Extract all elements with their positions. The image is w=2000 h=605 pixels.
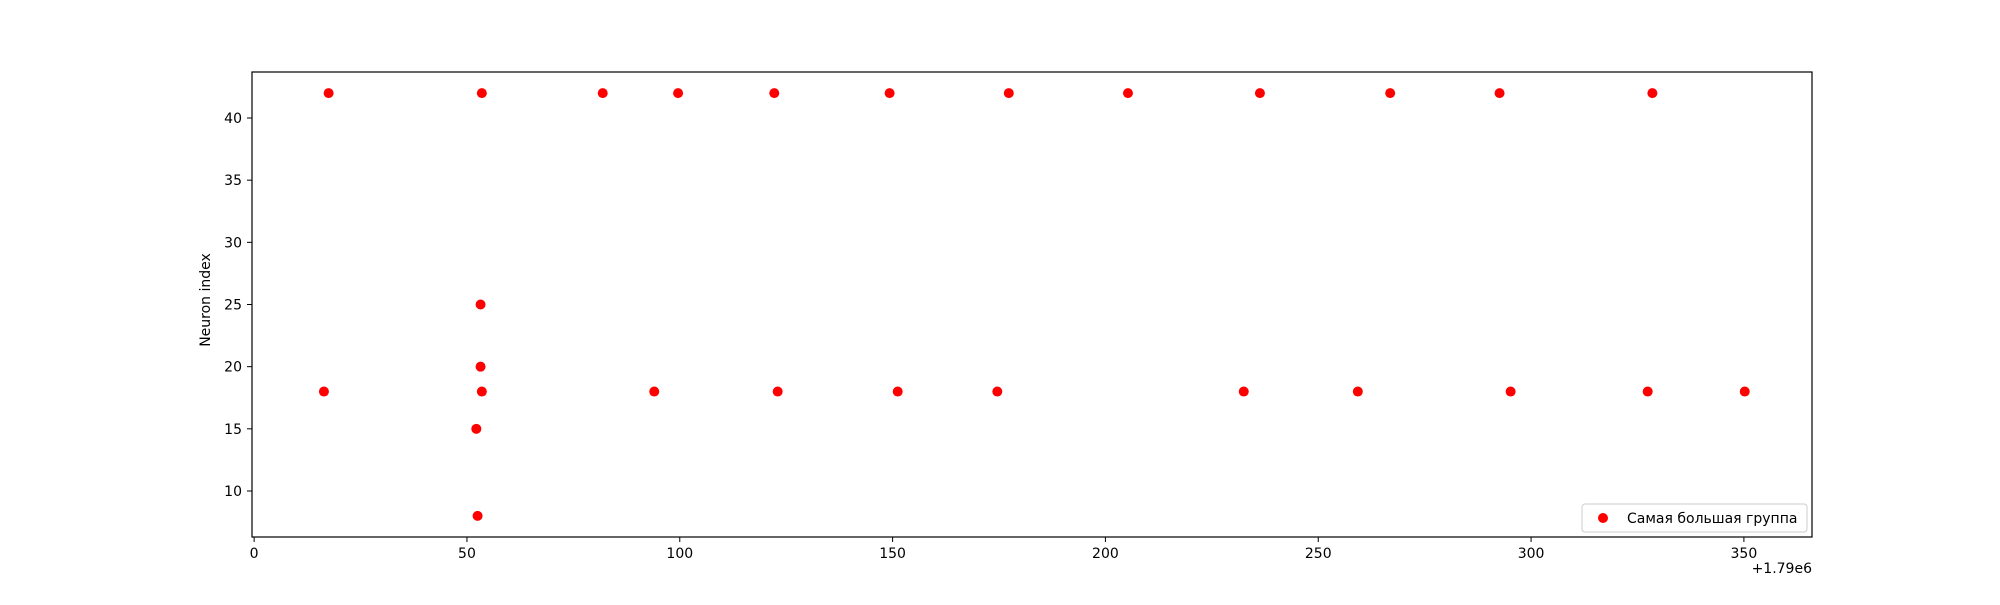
y-tick-label: 20 xyxy=(224,360,242,376)
x-tick-label: 250 xyxy=(1305,546,1332,562)
data-point xyxy=(649,386,660,397)
data-point xyxy=(471,423,482,434)
x-axis-offset-label: +1.79e6 xyxy=(1752,561,1813,577)
data-point xyxy=(772,386,783,397)
y-axis-label: Neuron index xyxy=(198,253,214,347)
y-tick-label: 40 xyxy=(224,111,242,127)
legend-marker xyxy=(1598,513,1608,523)
x-tick-label: 50 xyxy=(458,546,476,562)
data-point xyxy=(1122,88,1133,99)
x-tick-label: 100 xyxy=(666,546,693,562)
data-point xyxy=(884,88,895,99)
legend-label: Самая большая группа xyxy=(1627,511,1797,527)
y-tick-label: 30 xyxy=(224,235,242,251)
y-tick-label: 25 xyxy=(224,298,242,314)
legend-box xyxy=(1581,503,1808,533)
data-point xyxy=(323,88,334,99)
data-point xyxy=(1385,88,1396,99)
x-tick-label: 150 xyxy=(879,546,906,562)
data-point xyxy=(318,386,329,397)
y-tick-label: 35 xyxy=(224,173,242,189)
data-point xyxy=(1505,386,1516,397)
legend: Самая большая группа xyxy=(1581,503,1808,533)
data-point xyxy=(1739,386,1750,397)
y-tick-label: 10 xyxy=(224,484,242,500)
data-point xyxy=(476,386,487,397)
data-point xyxy=(1642,386,1653,397)
data-point xyxy=(673,88,684,99)
x-tick-label: 300 xyxy=(1518,546,1545,562)
data-point xyxy=(769,88,780,99)
data-point xyxy=(597,88,608,99)
data-point xyxy=(1647,88,1658,99)
data-point xyxy=(1238,386,1249,397)
data-point xyxy=(1003,88,1014,99)
y-tick-label: 15 xyxy=(224,422,242,438)
x-axis-ticks: 0 50 100 150 200 250 300 350 xyxy=(250,537,1758,562)
data-point xyxy=(992,386,1003,397)
data-point xyxy=(1352,386,1363,397)
x-tick-label: 0 xyxy=(250,546,259,562)
y-axis-ticks: 10 15 20 25 30 35 40 xyxy=(224,111,252,500)
data-point xyxy=(475,299,486,310)
x-tick-label: 200 xyxy=(1092,546,1119,562)
x-tick-label: 350 xyxy=(1731,546,1758,562)
data-point xyxy=(476,88,487,99)
data-point xyxy=(472,510,483,521)
data-point xyxy=(1254,88,1265,99)
data-point xyxy=(892,386,903,397)
data-point xyxy=(475,361,486,372)
data-points xyxy=(318,88,1750,521)
data-point xyxy=(1494,88,1505,99)
